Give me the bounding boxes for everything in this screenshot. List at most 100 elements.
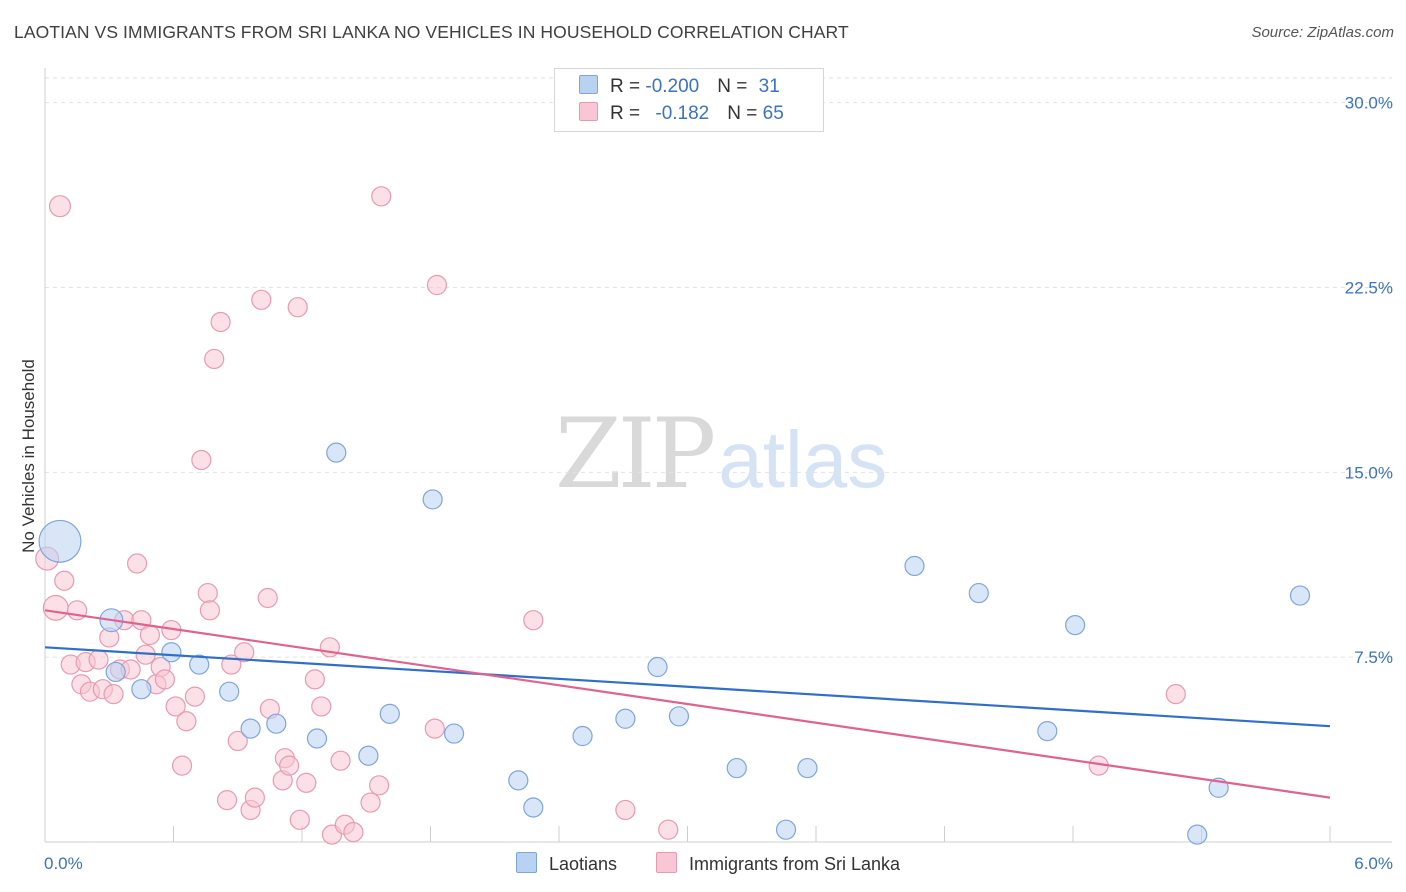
sri-lanka-point: [184, 686, 206, 707]
source-label: Source: ZipAtlas.com: [1251, 24, 1394, 41]
stats-legend: R = -0.200 N = 31 R = -0.182 N = 65: [554, 68, 824, 132]
laotian-point: [306, 728, 328, 749]
sri-lanka-point: [311, 696, 332, 717]
laotian-point: [358, 745, 379, 766]
sri-lanka-point: [42, 594, 69, 621]
laotian-point: [219, 681, 240, 702]
y-tick-label: 22.5%: [1345, 278, 1393, 297]
sri-lanka-point: [360, 792, 381, 813]
laotian-point: [240, 718, 261, 739]
sri-lanka-point: [289, 809, 310, 830]
laotian-point: [726, 757, 747, 779]
y-tick-label: 15.0%: [1345, 463, 1393, 482]
bottom-swatch-sri-lanka: [656, 852, 677, 873]
sri-lanka-point: [244, 787, 265, 808]
laotian-point: [326, 442, 347, 463]
laotian-point: [797, 757, 818, 779]
sri-lanka-point: [227, 730, 248, 752]
watermark-zip: ZIP: [555, 398, 716, 510]
laotian-point: [668, 706, 690, 727]
sri-lanka-point: [304, 669, 325, 690]
bottom-legend-laotians-label: Laotians: [549, 854, 618, 874]
sri-lanka-point: [216, 790, 238, 811]
sri-lanka-point: [523, 610, 544, 631]
legend-n-value-sri-lanka: 65: [762, 103, 784, 124]
bottom-legend-laotians: Laotians: [516, 852, 617, 875]
laotian-point: [508, 770, 529, 791]
sri-lanka-point: [48, 195, 72, 218]
sri-lanka-point: [296, 772, 317, 793]
sri-lanka-point: [287, 297, 308, 318]
y-tick-label: 30.0%: [1345, 94, 1393, 113]
sri-lanka-point: [257, 587, 278, 609]
sri-lanka-point: [197, 582, 218, 604]
sri-lanka-point: [139, 624, 161, 646]
legend-r-label: R =: [610, 103, 646, 124]
sri-lanka-point: [330, 750, 351, 771]
sri-lanka-point: [424, 718, 445, 739]
laotian-point: [105, 661, 126, 683]
grid-lines: [45, 77, 1392, 658]
sri-lanka-point: [210, 311, 231, 333]
sri-lanka-point: [204, 348, 225, 370]
chart-title: LAOTIAN VS IMMIGRANTS FROM SRI LANKA NO …: [14, 22, 849, 42]
laotian-point: [38, 519, 82, 563]
sri-lanka-point: [319, 637, 340, 658]
sri-lanka-point: [126, 553, 148, 574]
laotian-point: [422, 489, 443, 510]
sri-lanka-point: [88, 649, 109, 670]
sri-lanka-point: [165, 696, 186, 717]
laotian-point: [615, 708, 636, 729]
laotian-point: [647, 656, 668, 678]
sri-lanka-point: [171, 755, 193, 776]
laotian-point: [443, 723, 465, 744]
laotian-point: [189, 654, 210, 675]
laotian-point: [379, 703, 400, 724]
sri-lanka-point: [251, 289, 272, 310]
laotian-point: [1037, 720, 1058, 742]
trend-lines: [44, 609, 1331, 799]
y-tick-label: 7.5%: [1354, 648, 1393, 667]
legend-n-value-laotians: 31: [758, 76, 780, 97]
legend-r-value-laotians: -0.200: [645, 76, 700, 97]
sri-lanka-point: [154, 669, 176, 690]
axis-labels: 7.5% 15.0% 22.5% 30.0% 0.0% 6.0% No Vehicles i…: [19, 94, 1393, 873]
legend-swatch-sri-lanka: [579, 102, 598, 121]
sri-lanka-point: [176, 711, 197, 732]
laotian-point: [775, 819, 797, 840]
y-axis-label: No Vehicles in Household: [19, 359, 38, 553]
sri-lanka-trend-line: [44, 609, 1331, 799]
sri-lanka-point: [54, 570, 75, 591]
sri-lanka-point: [234, 642, 255, 663]
sri-lanka-point: [658, 819, 679, 840]
legend-r-value-sri-lanka: -0.182: [655, 103, 710, 124]
axes: [44, 68, 1392, 843]
sri-lanka-point: [426, 274, 448, 296]
sri-lanka-point: [103, 684, 124, 705]
laotian-points: [38, 442, 1311, 845]
legend-row-laotians: R = -0.200 N = 31: [579, 75, 780, 101]
bottom-legend-sri-lanka: Immigrants from Sri Lanka: [656, 852, 900, 875]
sri-lanka-point: [371, 186, 392, 207]
laotian-point: [161, 642, 182, 663]
laotian-point: [131, 679, 152, 700]
legend-n-label: N =: [727, 103, 763, 124]
laotian-point: [266, 713, 287, 734]
sri-lanka-point: [199, 600, 221, 621]
sri-lanka-point: [615, 799, 636, 821]
laotian-point: [1065, 615, 1086, 636]
watermark-atlas: atlas: [718, 415, 888, 504]
sri-lanka-point: [1165, 684, 1186, 705]
x-tick-label: 0.0%: [44, 854, 83, 873]
sri-lanka-point: [279, 755, 300, 776]
sri-lanka-point: [191, 449, 212, 471]
sri-lanka-points: [35, 186, 1186, 845]
legend-swatch-laotians: [579, 75, 598, 94]
sri-lanka-point: [369, 775, 390, 796]
legend-r-label: R =: [610, 76, 646, 97]
watermark: ZIPatlas: [555, 398, 887, 510]
laotian-point: [904, 555, 925, 577]
laotian-point: [1289, 585, 1311, 606]
sri-lanka-point: [343, 822, 364, 843]
